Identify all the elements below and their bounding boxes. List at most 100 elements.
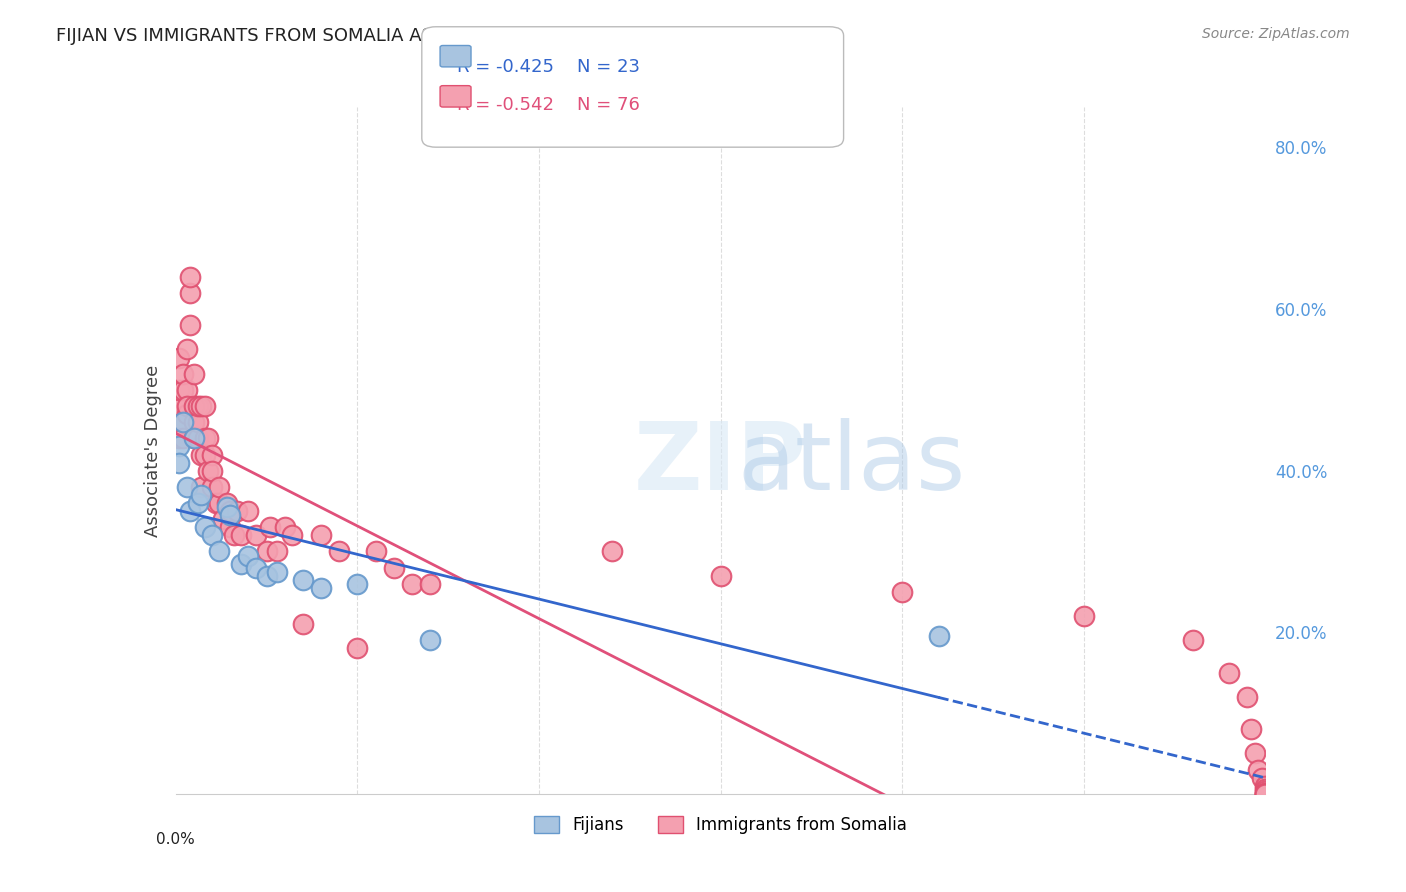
Point [183,367,205,381]
Point [231,528,253,542]
Text: 0.0%: 0.0% [156,831,195,847]
Point [176,407,198,421]
Point [176,399,198,413]
Point [215,496,238,510]
Point [1250,771,1272,785]
Point [194,399,217,413]
Point [172,415,194,429]
Point [419,576,441,591]
Point [197,464,219,478]
Point [710,568,733,582]
Point [204,496,226,510]
Point [401,576,423,591]
Point [274,520,297,534]
Point [891,585,914,599]
Point [186,431,209,445]
Point [1254,784,1277,798]
Point [190,488,212,502]
Point [169,383,191,397]
Point [1236,690,1258,704]
Point [238,549,260,563]
Point [179,318,201,333]
Point [382,560,405,574]
Point [1254,787,1277,801]
Text: atlas: atlas [737,418,966,510]
Point [364,544,387,558]
Point [231,557,253,571]
Y-axis label: Associate's Degree: Associate's Degree [143,364,162,537]
Point [194,520,217,534]
Point [1181,633,1204,648]
Point [172,383,194,397]
Point [201,528,224,542]
Point [186,415,209,429]
Point [186,496,209,510]
Point [256,568,278,582]
Point [1254,787,1277,801]
Point [176,343,198,357]
Point [190,480,212,494]
Point [291,573,314,587]
Point [1254,779,1277,793]
Point [183,399,205,413]
Point [281,528,304,542]
Point [172,431,194,445]
Point [208,480,231,494]
Point [256,544,278,558]
Point [309,581,332,595]
Point [419,633,441,648]
Point [194,431,217,445]
Point [1073,609,1095,624]
Point [169,456,191,470]
Point [176,480,198,494]
Point [346,641,368,656]
Point [183,431,205,445]
Legend: Fijians, Immigrants from Somalia: Fijians, Immigrants from Somalia [527,809,914,840]
Point [1254,787,1277,801]
Point [190,448,212,462]
Point [201,464,224,478]
Point [309,528,332,542]
Point [346,576,368,591]
Point [245,528,267,542]
Point [1243,747,1265,761]
Point [245,560,267,574]
Point [194,448,217,462]
Point [219,520,242,534]
Point [208,496,231,510]
Point [1254,782,1277,797]
Text: Source: ZipAtlas.com: Source: ZipAtlas.com [1202,27,1350,41]
Point [259,520,281,534]
Point [238,504,260,518]
Point [169,351,191,365]
Point [1240,723,1263,737]
Point [179,504,201,518]
Point [186,399,209,413]
Point [208,544,231,558]
Point [201,480,224,494]
Point [928,629,950,643]
Point [226,504,249,518]
Point [176,383,198,397]
Text: R = -0.425    N = 23: R = -0.425 N = 23 [457,58,640,76]
Point [169,399,191,413]
Point [600,544,623,558]
Point [169,439,191,453]
Point [183,431,205,445]
Point [179,285,201,300]
Point [291,617,314,632]
Point [1247,763,1270,777]
Point [1218,665,1240,680]
Point [219,504,242,518]
Point [172,415,194,429]
Point [169,431,191,445]
Point [266,544,288,558]
Point [179,269,201,284]
Point [190,399,212,413]
Point [1254,786,1277,800]
Point [219,508,242,522]
Point [215,500,238,514]
Text: R = -0.542    N = 76: R = -0.542 N = 76 [457,96,640,114]
Point [201,448,224,462]
Point [197,431,219,445]
